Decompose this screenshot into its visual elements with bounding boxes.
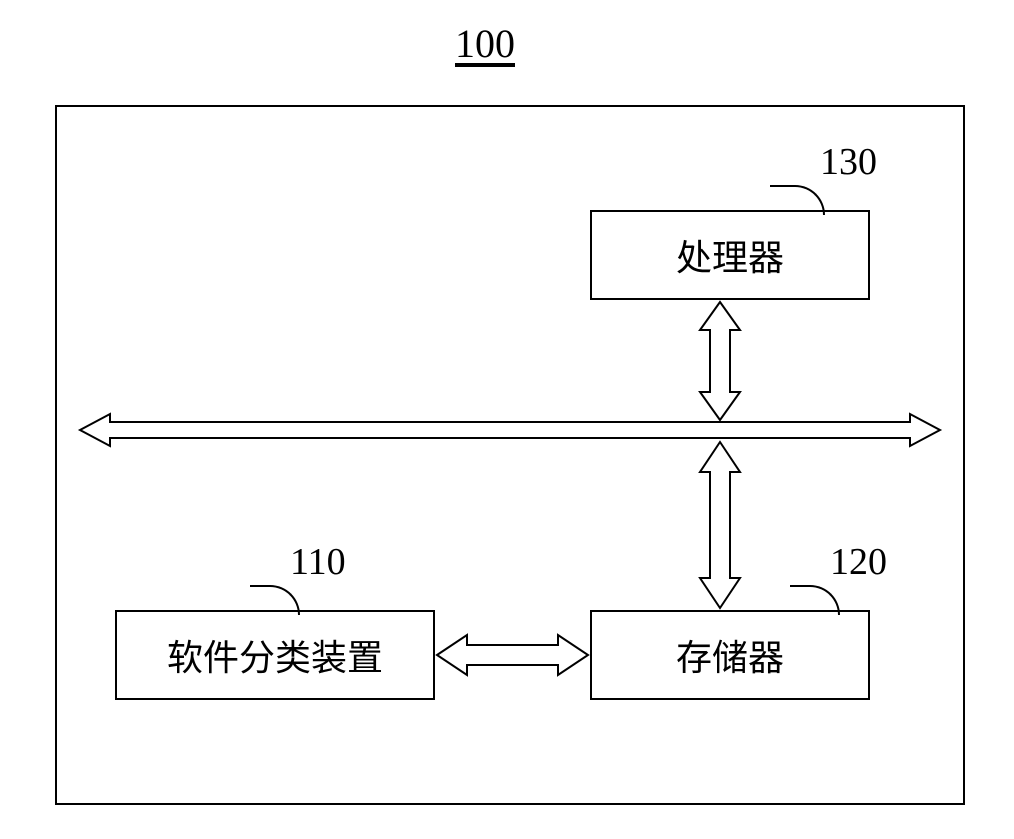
connector-classifier-memory-shape bbox=[437, 635, 588, 675]
connector-classifier-memory bbox=[0, 0, 1014, 839]
